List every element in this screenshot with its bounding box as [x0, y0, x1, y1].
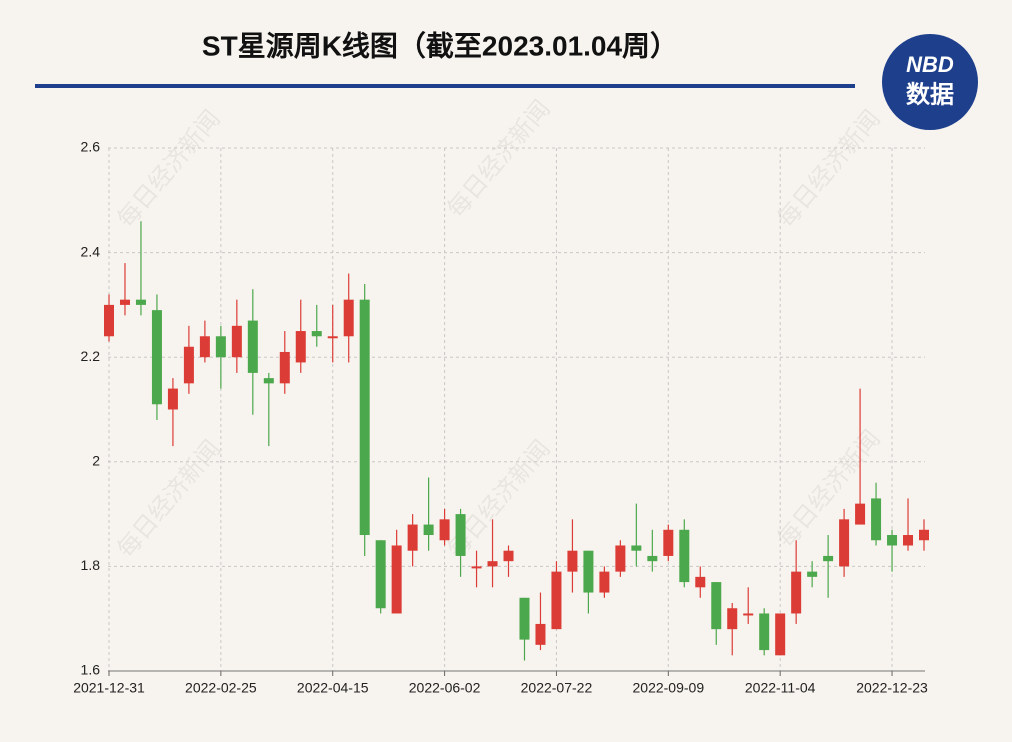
x-tick-label: 2022-02-25: [185, 680, 257, 696]
y-tick-label: 2.4: [81, 243, 101, 259]
candle-body: [455, 514, 466, 556]
candle-body: [151, 310, 162, 405]
candle-body: [583, 550, 594, 593]
candle-body: [295, 331, 306, 363]
candle-body: [759, 613, 770, 651]
candle-body: [567, 550, 578, 572]
x-tick-label: 2022-11-04: [745, 680, 816, 696]
y-tick-label: 1.8: [81, 557, 101, 573]
candle-body: [663, 529, 674, 556]
candle-body: [871, 498, 882, 541]
y-tick-label: 1.6: [81, 662, 101, 678]
candle-body: [183, 346, 194, 384]
candle-body: [231, 325, 242, 358]
x-tick-label: 2022-06-02: [409, 680, 481, 696]
candle-body: [919, 529, 929, 541]
candle-body: [743, 613, 754, 616]
candle-body: [199, 336, 210, 358]
logo-text: NBD: [906, 52, 954, 77]
candle-body: [647, 555, 658, 562]
candle-body: [343, 299, 354, 337]
candle-body: [903, 535, 914, 546]
candle-body: [887, 535, 898, 546]
candle-body: [695, 576, 706, 588]
y-tick-label: 2.2: [81, 348, 101, 364]
candle-body: [247, 320, 258, 373]
x-tick-label: 2021-12-31: [73, 680, 145, 696]
candle-body: [407, 524, 418, 551]
candle-body: [263, 378, 274, 384]
candle-body: [503, 550, 514, 562]
candle-body: [679, 529, 690, 583]
candle-body: [631, 545, 642, 551]
candle-body: [855, 503, 866, 525]
candle-body: [359, 299, 370, 536]
candle-body: [471, 566, 482, 569]
chart-title: ST星源周K线图（截至2023.01.04周）: [202, 29, 678, 61]
plot: 1.6 1.8 2 2.2 2.4 2.6 2021-12-31 2022-02-25 2022…: [73, 139, 929, 696]
logo: [882, 34, 978, 130]
candle-body: [775, 613, 786, 656]
y-tick-label: 2.6: [81, 139, 101, 155]
candle-body: [791, 571, 802, 614]
candle-body: [727, 608, 738, 630]
logo-text: 数据: [906, 81, 954, 108]
candle-body: [135, 299, 146, 305]
x-tick-label: 2022-07-22: [521, 680, 593, 696]
x-tick-label: 2022-12-23: [856, 680, 928, 696]
candle-body: [615, 545, 626, 572]
candle-body: [439, 519, 450, 541]
y-tick-label: 2: [92, 453, 100, 469]
candle-body: [551, 571, 562, 630]
x-tick-label: 2022-04-15: [297, 680, 369, 696]
candle-body: [487, 561, 498, 567]
candle-body: [167, 388, 178, 410]
candle-body: [839, 519, 850, 567]
candle-body: [104, 304, 114, 337]
candle-body: [327, 336, 338, 339]
candle-body: [215, 336, 226, 358]
candle-body: [119, 299, 130, 305]
candle-body: [423, 524, 434, 536]
candle-body: [391, 545, 402, 614]
candle-body: [711, 582, 722, 630]
candle-body: [807, 571, 818, 577]
candle-body: [519, 597, 530, 640]
x-tick-label: 2022-09-09: [633, 680, 705, 696]
candle-body: [599, 571, 610, 593]
candle-body: [311, 331, 322, 337]
candle-body: [279, 351, 290, 384]
candle-body: [375, 540, 386, 609]
candle-body: [535, 623, 546, 645]
candle-body: [823, 555, 834, 562]
